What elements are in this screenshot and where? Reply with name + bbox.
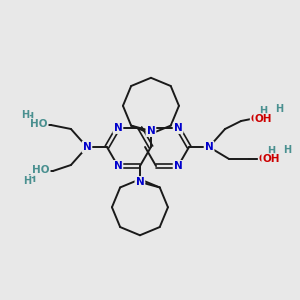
Text: OH: OH [254, 114, 272, 124]
Text: H: H [25, 112, 33, 122]
Text: N: N [174, 161, 182, 171]
Text: H: H [275, 104, 283, 114]
Text: N: N [205, 142, 213, 152]
Text: N: N [147, 126, 155, 136]
Text: H: H [267, 146, 275, 156]
Text: H: H [23, 176, 31, 186]
Text: N: N [114, 161, 122, 171]
Text: N: N [136, 177, 144, 187]
Text: HO: HO [30, 119, 48, 129]
Text: N: N [174, 161, 182, 171]
Text: OH: OH [262, 154, 280, 164]
Text: O: O [34, 166, 43, 176]
Text: O: O [33, 120, 41, 130]
Text: N: N [147, 126, 155, 136]
Text: H: H [27, 174, 35, 184]
Text: N: N [174, 123, 182, 133]
Text: O: O [259, 154, 267, 164]
Text: N: N [114, 123, 122, 133]
Text: HO: HO [32, 165, 50, 175]
Text: N: N [114, 123, 122, 133]
Text: N: N [174, 123, 182, 133]
Text: N: N [205, 142, 213, 152]
Text: H: H [283, 145, 291, 155]
Text: N: N [82, 142, 91, 152]
Text: H: H [259, 106, 267, 116]
Text: O: O [251, 114, 260, 124]
Text: N: N [136, 177, 144, 187]
Text: H: H [21, 110, 29, 120]
Text: N: N [114, 161, 122, 171]
Text: N: N [82, 142, 91, 152]
